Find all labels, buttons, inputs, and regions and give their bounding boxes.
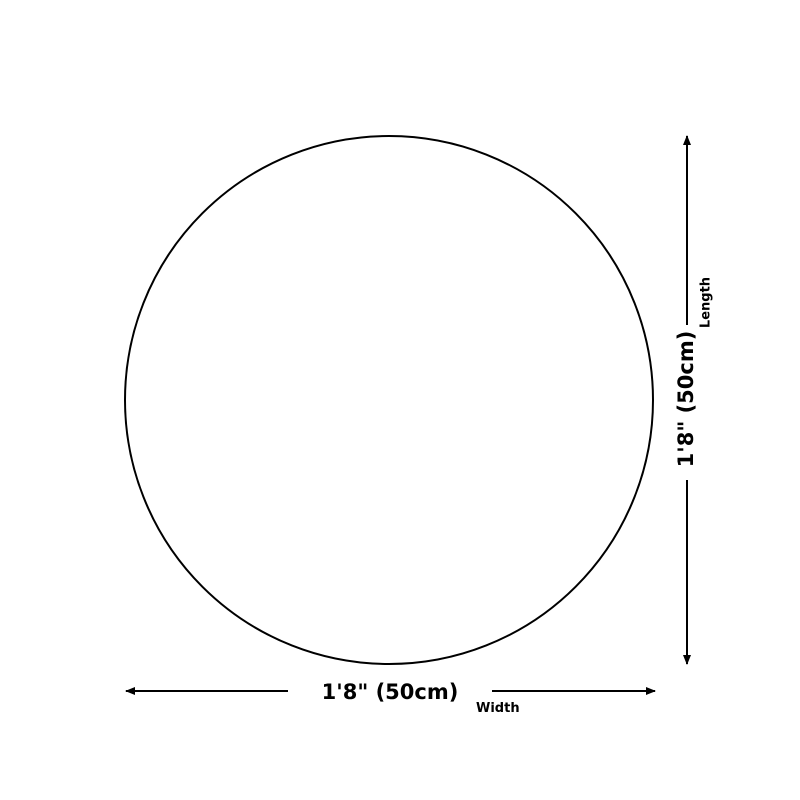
length-label: Length [698,276,714,329]
width-label: Width [476,701,520,716]
round-rug-outline [124,135,654,665]
width-value: 1'8" (50cm) [321,680,459,704]
length-value: 1'8" (50cm) [674,330,698,468]
